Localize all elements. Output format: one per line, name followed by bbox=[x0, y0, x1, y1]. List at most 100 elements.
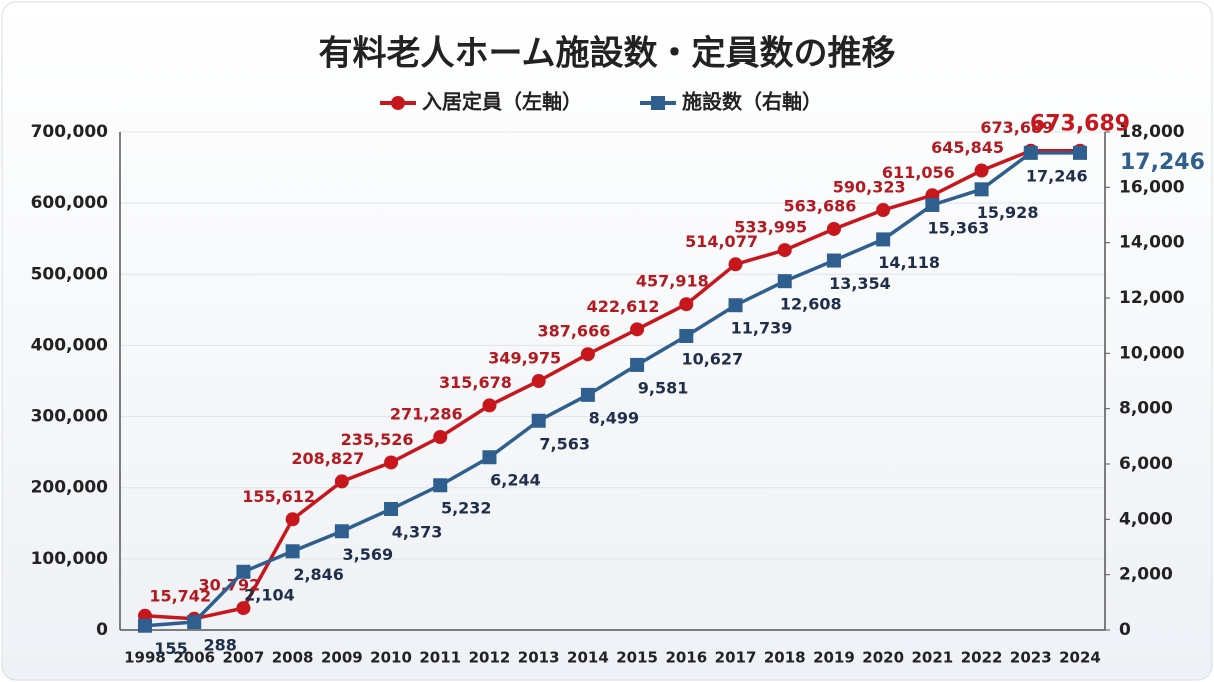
data-point bbox=[1023, 145, 1038, 160]
data-point bbox=[728, 257, 743, 272]
data-label: 155 bbox=[154, 639, 187, 658]
y-tick-label: 100,000 bbox=[31, 549, 109, 569]
data-point bbox=[777, 243, 792, 258]
x-tick-label: 2010 bbox=[370, 649, 412, 667]
data-label: 563,686 bbox=[784, 196, 857, 215]
data-point bbox=[285, 512, 300, 527]
x-tick-label: 2012 bbox=[469, 649, 511, 667]
data-point bbox=[826, 221, 841, 236]
data-point bbox=[925, 197, 940, 212]
data-point bbox=[876, 203, 891, 218]
data-label: 315,678 bbox=[439, 373, 512, 392]
data-point bbox=[433, 478, 448, 493]
data-label: 13,354 bbox=[829, 274, 891, 293]
data-point bbox=[285, 544, 300, 559]
x-tick-label: 2008 bbox=[272, 649, 314, 667]
legend-marker bbox=[391, 96, 405, 110]
data-point bbox=[974, 182, 989, 197]
data-label: 15,928 bbox=[977, 203, 1039, 222]
y2-tick-label: 6,000 bbox=[1119, 454, 1173, 474]
data-point bbox=[138, 618, 152, 633]
y2-tick-label: 18,000 bbox=[1119, 122, 1185, 142]
data-point bbox=[236, 601, 251, 616]
data-label: 3,569 bbox=[343, 545, 394, 564]
y-tick-label: 400,000 bbox=[31, 335, 109, 355]
y2-tick-label: 16,000 bbox=[1119, 177, 1185, 197]
data-label: 11,739 bbox=[731, 319, 793, 338]
data-label: 288 bbox=[204, 636, 237, 655]
y2-tick-label: 14,000 bbox=[1119, 233, 1185, 253]
data-point bbox=[1073, 145, 1087, 160]
x-tick-label: 2022 bbox=[961, 649, 1003, 667]
data-point bbox=[630, 322, 645, 337]
data-point bbox=[580, 347, 595, 362]
data-label: 514,077 bbox=[685, 232, 758, 251]
data-point bbox=[679, 297, 694, 312]
data-label: 645,845 bbox=[931, 138, 1004, 157]
y2-tick-label: 2,000 bbox=[1119, 565, 1173, 585]
chart-title: 有料老人ホーム施設数・定員数の推移 bbox=[319, 34, 896, 74]
y2-tick-label: 10,000 bbox=[1119, 343, 1185, 363]
x-tick-label: 2009 bbox=[321, 649, 363, 667]
data-label: 208,827 bbox=[291, 449, 364, 468]
data-point bbox=[384, 502, 399, 517]
data-point bbox=[580, 387, 595, 402]
x-tick-label: 2023 bbox=[1010, 649, 1052, 667]
legend-label: 入居定員（左軸） bbox=[422, 90, 582, 114]
data-label: 9,581 bbox=[638, 378, 689, 397]
y2-tick-label: 12,000 bbox=[1119, 288, 1185, 308]
x-tick-label: 2020 bbox=[862, 649, 904, 667]
x-tick-label: 2013 bbox=[518, 649, 560, 667]
y-tick-label: 600,000 bbox=[31, 193, 109, 213]
x-tick-label: 2024 bbox=[1059, 649, 1101, 667]
legend-marker bbox=[651, 96, 665, 110]
series-line bbox=[144, 148, 1080, 621]
x-tick-label: 2011 bbox=[419, 649, 461, 667]
data-label: 2,104 bbox=[244, 585, 295, 604]
data-point bbox=[531, 374, 546, 389]
data-label: 14,118 bbox=[878, 253, 940, 272]
y-tick-label: 200,000 bbox=[31, 478, 109, 498]
data-point bbox=[679, 328, 694, 343]
data-point bbox=[777, 274, 792, 289]
data-point bbox=[630, 357, 645, 372]
y-tick-label: 0 bbox=[96, 620, 108, 640]
y-tick-label: 700,000 bbox=[31, 122, 109, 142]
data-label: 12,608 bbox=[780, 295, 842, 314]
x-tick-label: 2016 bbox=[665, 649, 707, 667]
data-point bbox=[482, 450, 497, 465]
data-label: 422,612 bbox=[587, 297, 660, 316]
data-point bbox=[826, 253, 841, 268]
x-tick-label: 2021 bbox=[911, 649, 953, 667]
data-label: 8,499 bbox=[589, 408, 640, 427]
data-point bbox=[384, 455, 399, 470]
x-tick-label: 2007 bbox=[223, 649, 265, 667]
data-point bbox=[482, 398, 497, 413]
data-point bbox=[433, 429, 448, 444]
x-tick-label: 2015 bbox=[616, 649, 658, 667]
data-label: 271,286 bbox=[390, 404, 463, 423]
data-label: 7,563 bbox=[539, 434, 590, 453]
y2-tick-label: 4,000 bbox=[1119, 509, 1173, 529]
y-tick-label: 300,000 bbox=[31, 407, 109, 427]
data-point bbox=[236, 564, 251, 579]
x-tick-label: 2018 bbox=[764, 649, 806, 667]
data-point bbox=[974, 163, 989, 178]
data-label: 387,666 bbox=[537, 322, 610, 341]
legend-label: 施設数（右軸） bbox=[682, 90, 822, 114]
x-tick-label: 2017 bbox=[715, 649, 757, 667]
data-label: 673,689 bbox=[980, 118, 1053, 137]
x-tick-label: 1998 bbox=[124, 649, 166, 667]
data-label: 349,975 bbox=[488, 349, 561, 368]
x-tick-label: 2019 bbox=[813, 649, 855, 667]
data-label: 533,995 bbox=[734, 218, 807, 237]
x-tick-label: 2014 bbox=[567, 649, 609, 667]
data-label: 611,056 bbox=[882, 163, 955, 182]
data-label: 15,742 bbox=[149, 586, 211, 605]
data-point bbox=[531, 413, 546, 428]
data-point bbox=[728, 298, 743, 313]
y2-tick-label: 8,000 bbox=[1119, 399, 1173, 419]
data-label: 17,246 bbox=[1026, 166, 1088, 185]
